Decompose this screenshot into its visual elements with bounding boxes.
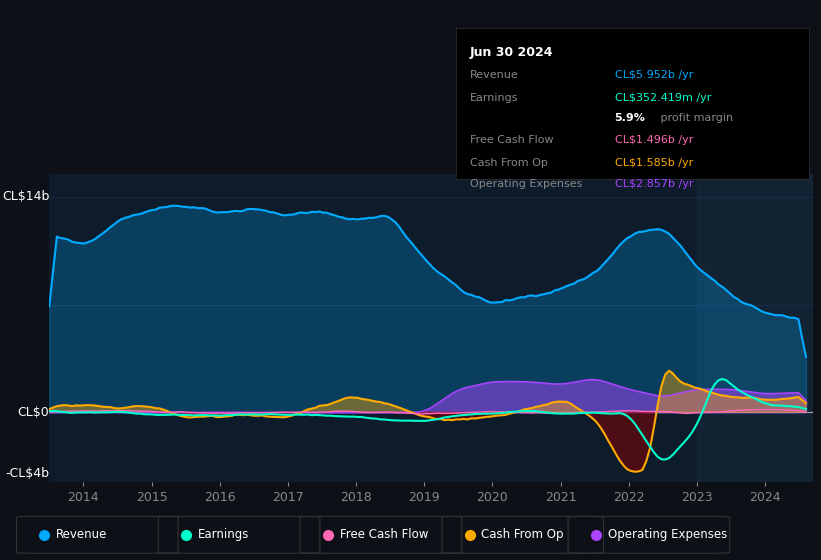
Text: CL$5.952b /yr: CL$5.952b /yr [615,71,693,80]
Text: 5.9%: 5.9% [615,113,645,123]
Text: profit margin: profit margin [657,113,733,123]
Text: CL$352.419m /yr: CL$352.419m /yr [615,93,711,103]
Bar [697,174,813,482]
Text: CL$1.585b /yr: CL$1.585b /yr [615,158,693,168]
Text: CL$1.496b /yr: CL$1.496b /yr [615,136,693,146]
Text: CL$14b: CL$14b [2,190,49,203]
Text: Cash From Op: Cash From Op [470,158,548,168]
Text: Operating Expenses: Operating Expenses [608,528,727,542]
Text: Earnings: Earnings [198,528,249,542]
Text: Revenue: Revenue [56,528,108,542]
Text: Free Cash Flow: Free Cash Flow [470,136,553,146]
Text: Operating Expenses: Operating Expenses [470,179,582,189]
Text: Free Cash Flow: Free Cash Flow [340,528,428,542]
Text: CL$2.857b /yr: CL$2.857b /yr [615,179,693,189]
Text: CL$0: CL$0 [17,406,49,419]
Text: Jun 30 2024: Jun 30 2024 [470,46,553,59]
Text: Revenue: Revenue [470,71,519,80]
Text: Cash From Op: Cash From Op [481,528,564,542]
Text: Earnings: Earnings [470,93,518,103]
Text: -CL$4b: -CL$4b [5,468,49,480]
